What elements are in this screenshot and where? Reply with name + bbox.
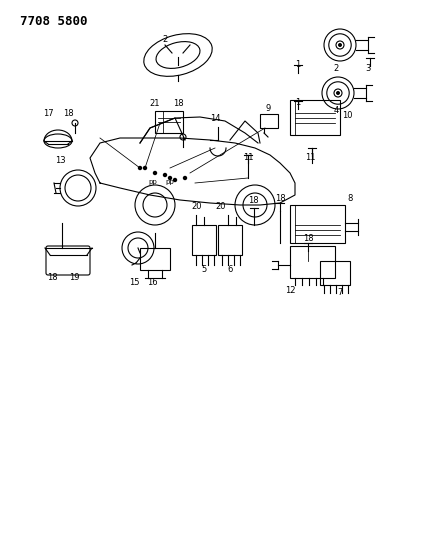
Text: 16: 16	[147, 278, 158, 287]
Text: 6: 6	[227, 265, 233, 274]
Text: 2: 2	[333, 64, 339, 73]
Text: 18: 18	[275, 194, 285, 203]
Bar	[290, 205, 345, 243]
Text: 8: 8	[347, 194, 353, 203]
Text: 18: 18	[248, 196, 259, 205]
Bar	[320, 261, 350, 285]
Text: 4: 4	[333, 106, 339, 115]
Circle shape	[173, 179, 176, 182]
Circle shape	[337, 92, 339, 94]
Text: 18: 18	[172, 99, 183, 108]
Bar	[140, 248, 170, 270]
Text: 19: 19	[69, 273, 79, 282]
Bar	[260, 114, 278, 128]
Text: 11: 11	[243, 153, 253, 162]
Bar	[155, 111, 183, 133]
Text: 7708 5800: 7708 5800	[20, 15, 87, 28]
Text: 1: 1	[295, 60, 300, 69]
Text: 7: 7	[337, 288, 343, 297]
Text: 10: 10	[342, 111, 353, 120]
Text: 5: 5	[202, 265, 207, 274]
Text: 17: 17	[43, 109, 54, 118]
Circle shape	[139, 166, 142, 169]
Circle shape	[154, 172, 157, 174]
Bar	[218, 225, 242, 255]
Circle shape	[184, 176, 187, 180]
Bar	[192, 225, 216, 255]
Text: 20: 20	[216, 202, 226, 211]
Circle shape	[339, 44, 341, 46]
Text: 21: 21	[150, 99, 160, 108]
Text: 20: 20	[192, 202, 202, 211]
Text: 9: 9	[265, 104, 270, 113]
Text: 12: 12	[285, 286, 295, 295]
Circle shape	[169, 176, 172, 180]
Circle shape	[163, 174, 166, 176]
Text: 1: 1	[295, 98, 300, 107]
Text: 2: 2	[162, 35, 168, 44]
Text: 14: 14	[210, 114, 220, 123]
Text: 3: 3	[366, 64, 371, 73]
Text: 15: 15	[129, 278, 139, 287]
Text: 18: 18	[62, 109, 73, 118]
Text: 11: 11	[305, 153, 315, 162]
Text: pp: pp	[165, 179, 174, 185]
Text: 18: 18	[303, 234, 313, 243]
Text: 18: 18	[47, 273, 57, 282]
Bar	[290, 100, 340, 135]
Bar	[290, 246, 335, 278]
Text: pp: pp	[148, 179, 157, 185]
Circle shape	[143, 166, 146, 169]
Text: 13: 13	[55, 156, 65, 165]
